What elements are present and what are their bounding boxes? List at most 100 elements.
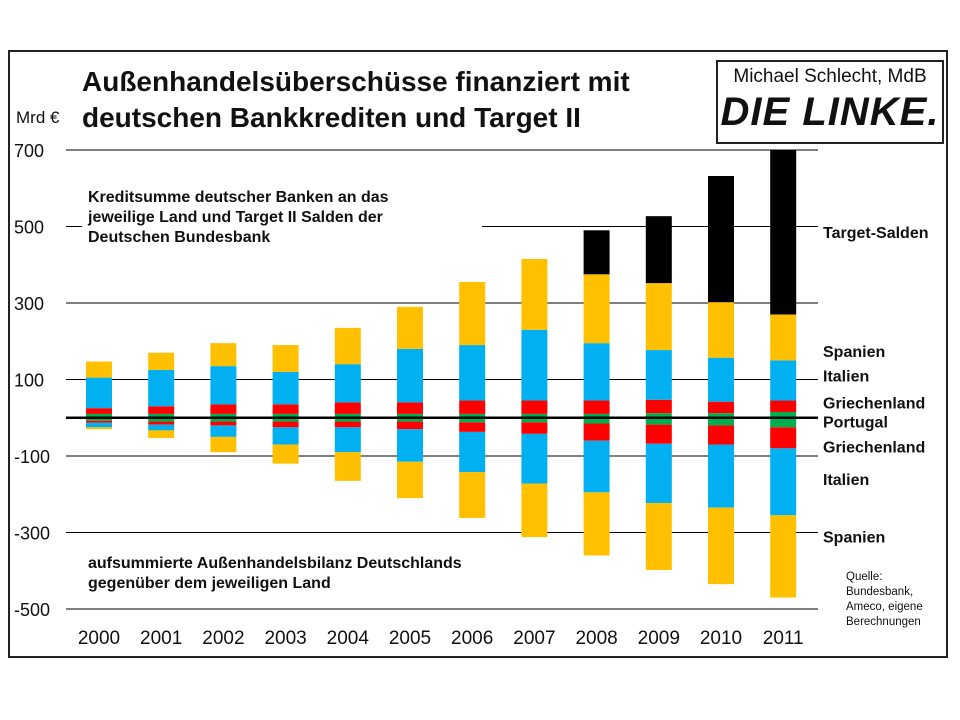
x-tick-label: 2007 [513,628,555,649]
annotation-top: Kreditsumme deutscher Banken an das jewe… [88,188,389,248]
bar-segment [210,366,237,405]
series-label: Spanien [823,344,885,361]
series-label: Italien [823,472,869,489]
bar-segment [334,327,361,365]
bar-segment [397,413,423,418]
annotation-bottom-line-2: gegenüber dem jeweiligen Land [88,575,331,592]
bar-segment [459,431,486,473]
series-label: Target-Salden [823,225,929,242]
bar-segment [210,413,237,418]
bar-segment [583,413,610,418]
bar-segment [148,424,175,431]
author-name: Michael Schlecht, MdB [733,66,927,87]
source-note: Quelle: Bundesbank, Ameco, eigene Berech… [846,570,923,630]
bar-segment [583,230,610,275]
y-tick-label: 700 [14,141,44,161]
bar-segment [770,360,797,401]
bar-segment [334,402,361,414]
bar-segment [272,413,299,418]
annotation-bottom: aufsummierte Außenhandelsbilanz Deutschl… [88,554,462,594]
bar-segment [397,417,423,422]
bar-segment [148,421,175,425]
bar-segment [334,417,361,422]
bar-segment [86,377,112,409]
bar-segment [459,413,486,418]
bar-segment [86,417,112,421]
series-label: Griechenland [823,439,925,456]
bar-segment [86,361,112,378]
bar-segment [397,429,423,462]
bar-segment [272,371,299,405]
series-label: Spanien [823,529,885,546]
y-tick-label: 500 [14,218,44,238]
bar-segment [148,430,175,439]
bar-segment [86,422,112,428]
bar-segment [459,472,486,518]
bar-segment [645,216,672,284]
bar-segment [583,400,610,414]
bar-segment [583,343,610,401]
bar-segment [148,417,175,422]
chart-frame [8,50,948,658]
annotation-bottom-line-1: aufsummierte Außenhandelsbilanz Deutschl… [88,555,462,572]
x-tick-label: 2010 [700,628,742,649]
bar-segment [210,421,237,426]
x-tick-label: 2011 [763,628,804,649]
bar-segment [521,433,548,484]
bar-segment [770,400,797,413]
bar-segment [645,503,672,570]
annotation-bottom-bg [82,546,542,608]
bar-segment [210,417,237,422]
bar-segment [645,283,672,351]
x-tick-label: 2009 [638,628,680,649]
y-tick-label: 300 [14,294,44,314]
y-tick-label: -100 [14,447,50,467]
bar-segment [459,345,486,401]
bar-segment [272,417,299,422]
bar-segment [148,369,175,407]
title-line-1: Außenhandelsüberschüsse finanziert mit [82,66,630,97]
bar-segment [521,483,548,538]
bar-segment [210,436,237,453]
bar-segment [459,281,486,346]
bar-segment [521,417,548,423]
bar-segment [397,461,423,499]
bar-segment [708,302,734,358]
bar-segment [334,421,361,428]
bar-segment [645,350,672,400]
bar-segment [272,404,299,414]
bar-segment [397,402,423,414]
annotation-top-line-1: Kreditsumme deutscher Banken an das [88,189,389,206]
bar-segment [397,306,423,349]
bar-segment [583,417,610,424]
bar-segment [397,348,423,403]
bar-segment [583,440,610,493]
series-label: Portugal [823,415,888,432]
series-label: Griechenland [823,395,925,412]
bar-segment [708,507,734,585]
bar-segment [210,343,237,367]
bar-segment [334,452,361,481]
bar-segment [459,400,486,414]
bar-segment [210,404,237,414]
bar-segment [583,423,610,441]
bar-segment [210,425,237,437]
annotation-top-line-3: Deutschen Bundesbank [88,229,271,246]
bar-segment [708,425,734,445]
y-tick-label: -500 [14,600,50,620]
bar-segment [521,259,548,330]
bar-segment [86,413,112,418]
bar-segment [708,176,734,303]
bar-segment [521,329,548,401]
annotation-top-line-2: jeweilige Land und Target II Salden der [88,209,383,226]
bar-segment [272,444,299,464]
party-name: DIE LINKE. [720,90,940,134]
annotation-top-bg [82,180,482,270]
bar-segment [770,448,797,516]
x-tick-label: 2001 [140,628,182,649]
bar-segment [334,364,361,403]
bar-segment [645,399,672,414]
series-label: Italien [823,369,869,386]
bar-segment [272,345,299,372]
